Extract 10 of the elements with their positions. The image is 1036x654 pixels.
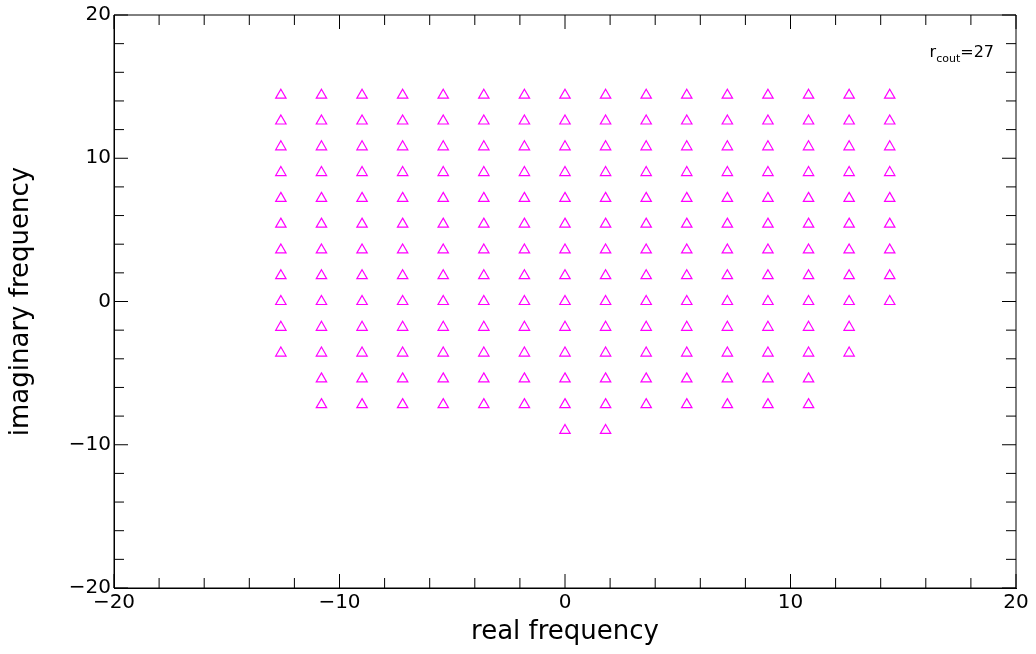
y-axis-title: imaginary frequency [4, 166, 35, 437]
y-tick-label: 20 [85, 1, 111, 26]
x-axis-title: real frequency [471, 615, 659, 646]
y-tick-label: −10 [68, 430, 111, 455]
x-tick-label: 10 [777, 589, 804, 614]
y-tick-label: 10 [85, 144, 111, 169]
x-tick-label: 20 [1003, 589, 1029, 614]
x-tick-label: 0 [558, 589, 572, 614]
x-tick-label: −10 [318, 589, 361, 614]
y-tick-label: 0 [98, 287, 111, 312]
